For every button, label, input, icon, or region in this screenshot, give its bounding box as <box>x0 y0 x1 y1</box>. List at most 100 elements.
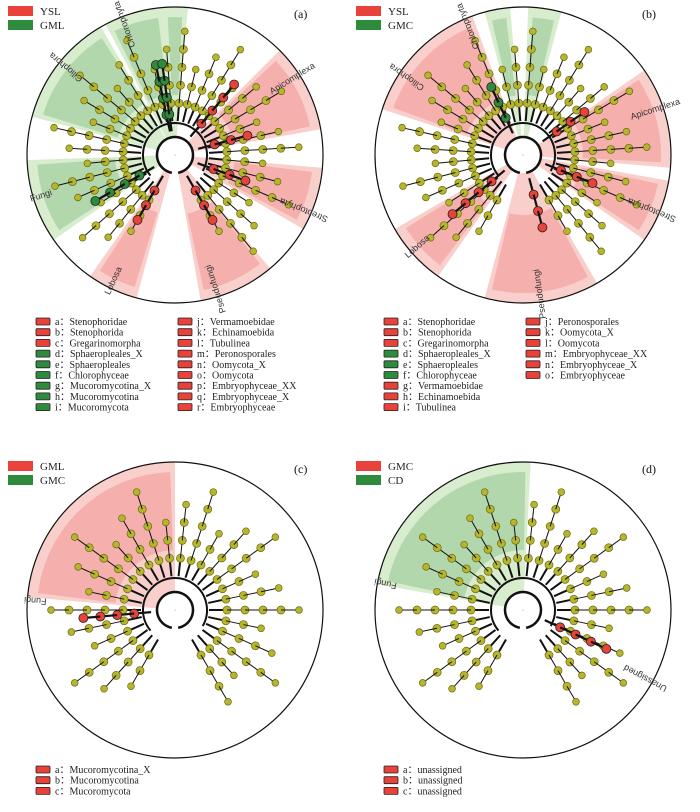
legend-swatch-red <box>8 6 33 16</box>
panel-tag: (b) <box>642 7 656 21</box>
biomarker-node <box>537 222 548 233</box>
taxon-node <box>249 247 257 255</box>
legend-label: YSL <box>40 6 61 18</box>
key-swatch <box>35 776 51 785</box>
taxon-node <box>576 84 585 93</box>
key-entry: g：Vermamoebidae <box>403 381 484 392</box>
taxon-node <box>466 514 474 522</box>
taxon-node <box>480 488 489 496</box>
clade-highlight-band <box>491 18 516 97</box>
taxon-node <box>621 177 630 186</box>
taxon-node <box>127 227 135 235</box>
clade-highlight-wedge <box>382 15 517 150</box>
taxon-node <box>212 53 220 61</box>
key-entry: i：Tubulinea <box>403 403 457 414</box>
branch-arc <box>490 122 556 177</box>
taxon-node <box>295 143 303 151</box>
key-entry: b：unassigned <box>403 776 462 787</box>
key-swatch <box>35 328 51 337</box>
taxon-node <box>162 45 171 54</box>
legend-label: GMC <box>388 461 413 473</box>
taxon-node <box>268 649 276 657</box>
key-entry: o：Oomycota <box>197 371 254 382</box>
taxon-node <box>70 533 79 541</box>
taxon-node <box>600 83 608 91</box>
key-entry: r：Embryophyceae <box>197 403 276 414</box>
taxon-node <box>475 682 483 690</box>
panel-tag: (d) <box>642 462 656 476</box>
legend-swatch-green <box>356 20 381 30</box>
key-swatch <box>383 776 399 785</box>
taxon-node <box>104 233 112 242</box>
taxon-node <box>563 530 571 538</box>
branch-arc <box>155 590 195 629</box>
taxon-node <box>539 65 548 74</box>
taxon-node <box>127 682 135 690</box>
taxon-node <box>257 624 265 633</box>
taxon-node <box>230 671 238 680</box>
taxon-node <box>209 488 218 496</box>
key-swatch <box>35 338 51 347</box>
root-dot: · <box>522 152 524 159</box>
taxon-node <box>250 221 258 230</box>
taxon-node <box>418 679 427 687</box>
taxon-node <box>643 606 651 614</box>
taxon-node <box>252 118 261 127</box>
taxon-node <box>252 83 260 91</box>
taxon-node <box>65 144 73 153</box>
key-swatch <box>35 403 51 412</box>
key-swatch <box>177 371 193 379</box>
taxon-node <box>273 177 282 186</box>
cladogram-outer-ring <box>374 461 672 759</box>
taxon-node <box>616 649 624 657</box>
taxon-node <box>619 533 628 541</box>
taxon-node <box>89 118 98 127</box>
taxon-node <box>132 488 141 496</box>
biomarker-node <box>242 130 253 141</box>
legend-swatch-red <box>356 461 381 471</box>
taxon-node <box>498 65 507 74</box>
legend-label: CD <box>388 475 403 487</box>
key-swatch <box>383 328 399 337</box>
taxon-node <box>557 488 566 496</box>
key-swatch <box>35 392 51 401</box>
key-entry: a：Stenophoridae <box>55 317 128 328</box>
taxon-node <box>245 198 253 207</box>
taxon-node <box>415 628 424 636</box>
taxon-node <box>590 527 598 535</box>
taxon-node <box>51 182 59 190</box>
key-entry: a：Stenophoridae <box>403 317 476 328</box>
legend-swatch-red <box>8 461 33 471</box>
key-swatch <box>383 317 399 326</box>
clade-highlight-wedge <box>162 6 188 138</box>
clade-highlight-band <box>393 27 501 135</box>
taxon-node <box>162 518 170 527</box>
taxon-node <box>224 698 232 706</box>
clade-highlight-band <box>99 205 158 287</box>
key-entry: m：Embryophyceae_XX <box>545 349 648 360</box>
key-entry: h：Echinamoebida <box>403 392 481 403</box>
taxon-node <box>437 118 446 127</box>
key-swatch <box>35 360 51 369</box>
taxon-node <box>100 685 108 693</box>
taxon-node <box>438 642 447 650</box>
cladogram-outer-ring <box>26 6 324 304</box>
taxon-node <box>70 679 79 687</box>
taxon-node <box>510 518 518 527</box>
key-entry: c：Gregarinomorpha <box>55 338 141 349</box>
key-swatch <box>35 317 51 326</box>
taxon-node <box>277 87 286 96</box>
taxon-node <box>413 144 421 153</box>
biomarker-node <box>157 58 168 69</box>
taxon-node <box>123 171 132 181</box>
taxon-node <box>530 500 538 509</box>
taxon-node <box>422 193 430 202</box>
key-swatch <box>177 360 193 369</box>
cladogram-outer-ring <box>26 461 324 759</box>
biomarker-node <box>240 175 251 186</box>
key-swatch <box>177 338 193 347</box>
key-entry: b：Stenophorida <box>55 328 124 339</box>
clade-highlight-band <box>187 202 260 290</box>
clade-highlight-band <box>527 17 555 97</box>
